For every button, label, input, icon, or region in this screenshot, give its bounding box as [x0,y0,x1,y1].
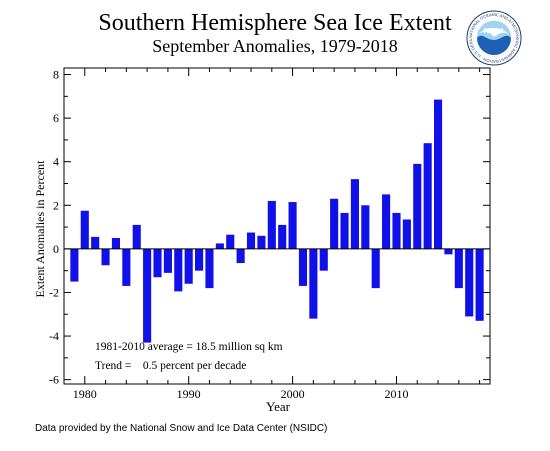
bar-2018 [475,248,484,321]
bar-1981 [91,236,100,249]
bar-2013 [423,143,432,249]
bar-1987 [153,248,162,278]
bar-1990 [184,248,193,284]
y-tick-label: -2 [49,285,59,299]
bar-1979 [70,248,79,282]
bar-1982 [101,248,110,266]
bar-2004 [330,198,339,249]
trend-annotation: Trend = 0.5 percent per decade [95,360,247,372]
x-tick-label: 1980 [73,387,97,401]
bar-2007 [361,205,370,249]
bar-2000 [288,202,297,249]
bar-2015 [444,248,453,255]
bar-1983 [111,237,121,249]
bar-2012 [413,163,422,249]
average-annotation: 1981-2010 average = 18.5 million sq km [95,341,283,353]
bar-1992 [205,248,214,289]
bar-1989 [174,248,183,292]
x-axis-label: Year [266,399,291,414]
bar-1988 [163,248,172,273]
x-tick-label: 2000 [281,387,305,401]
bar-1986 [143,248,152,343]
bar-1994 [226,234,235,249]
bar-2017 [465,248,474,317]
y-tick-label: -4 [49,329,59,343]
bar-2011 [402,219,411,249]
y-tick-label: 8 [53,68,59,82]
bar-2001 [298,248,308,286]
plot-frame [63,67,491,385]
bar-2005 [340,212,349,249]
bar-1995 [236,248,245,264]
bar-1980 [80,210,89,249]
x-tick-label: 2010 [384,387,408,401]
bar-2002 [309,248,318,319]
bar-1984 [122,248,131,286]
source-footer: Data provided by the National Snow and I… [35,423,328,434]
noaa-logo: NATIONAL OCEANIC AND ATMOSPHERIC ADMINIS… [466,10,522,66]
bar-1993 [215,243,224,249]
bar-2009 [382,194,391,249]
bar-1996 [246,232,256,249]
logo-text: NOAA [484,28,505,35]
bar-2010 [392,212,401,249]
bar-2003 [319,248,328,271]
y-tick-label: 6 [53,111,59,125]
chart-subtitle: September Anomalies, 1979-2018 [152,36,398,56]
y-tick-label: 0 [53,242,59,256]
bar-1991 [195,248,204,271]
bar-1998 [267,200,276,249]
chart-title: Southern Hemisphere Sea Ice Extent [98,10,452,36]
bar-1997 [257,235,266,249]
bar-2016 [454,248,463,289]
bar-1985 [132,224,141,249]
bars-layer [70,99,484,343]
ticks-layer: -6 -4 -2 0 2 4 6 8 1980 1990 2000 2010 [49,68,490,401]
bar-1999 [278,224,287,249]
bar-2008 [371,248,380,289]
y-tick-label: -6 [49,373,59,387]
y-tick-label: 4 [53,155,59,169]
x-tick-label: 1990 [177,387,201,401]
y-tick-label: 2 [53,198,59,212]
bar-2014 [433,99,443,249]
y-axis-label: Extent Anomalies in Percent [33,160,47,298]
bar-2006 [350,179,359,249]
